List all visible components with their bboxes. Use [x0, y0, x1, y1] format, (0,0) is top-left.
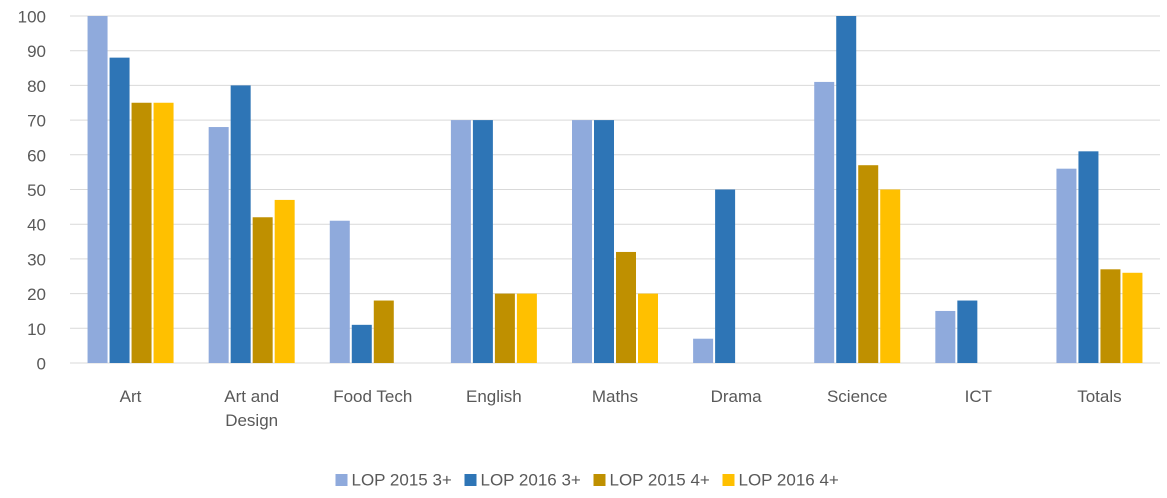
x-tick-label: English [465, 387, 522, 406]
bar [935, 310, 956, 363]
bar [1100, 269, 1121, 363]
bar [351, 324, 372, 363]
bar [814, 81, 835, 364]
y-tick-label: 30 [27, 250, 46, 269]
legend-swatch [335, 474, 348, 486]
bar [208, 127, 229, 363]
bar [450, 120, 471, 363]
legend-label: LOP 2016 3+ [481, 470, 581, 489]
x-tick-label: Food Tech [333, 387, 413, 406]
bar [616, 251, 636, 363]
bar [516, 293, 537, 363]
bar [153, 102, 174, 363]
bar [1122, 272, 1143, 363]
y-tick-label: 10 [27, 320, 46, 339]
legend-swatch [593, 474, 606, 486]
legend-swatch [464, 474, 477, 486]
bar [494, 293, 515, 363]
legend-label: LOP 2015 4+ [610, 470, 710, 489]
bar [131, 102, 152, 363]
bar [957, 300, 978, 363]
bar [880, 189, 901, 363]
bar [472, 120, 493, 363]
bar [230, 85, 251, 364]
bar [693, 338, 714, 363]
bar [594, 120, 614, 363]
bar [109, 57, 130, 363]
y-tick-label: 90 [27, 42, 46, 61]
x-tick-label: Totals [1077, 387, 1122, 406]
bar [572, 120, 592, 363]
legend-label: LOP 2016 4+ [739, 470, 839, 489]
bar [329, 220, 350, 363]
bar [836, 16, 857, 363]
bar [1078, 151, 1099, 363]
legend-swatch [722, 474, 735, 486]
x-tick-label: Science [826, 387, 888, 406]
legend-label: LOP 2015 3+ [352, 470, 452, 489]
y-tick-label: 40 [27, 216, 46, 235]
y-tick-label: 0 [37, 354, 46, 373]
y-tick-label: 60 [27, 146, 46, 165]
x-tick-label: ICT [964, 387, 993, 406]
bar [858, 165, 879, 363]
bar [1056, 168, 1077, 363]
x-tick-label: Art and Design [224, 387, 280, 430]
y-tick-label: 20 [27, 285, 46, 304]
y-tick-label: 100 [18, 7, 46, 26]
y-tick-label: 70 [27, 112, 46, 131]
x-tick-label: Art [119, 387, 142, 406]
bar [715, 189, 736, 363]
y-tick-label: 80 [27, 77, 46, 96]
y-tick-label: 50 [27, 181, 46, 200]
x-tick-label: Maths [591, 387, 639, 406]
bar [87, 16, 108, 363]
bar [373, 300, 394, 363]
bar [252, 217, 273, 363]
bar [638, 293, 658, 363]
x-tick-label: Drama [710, 387, 762, 406]
bar [274, 199, 295, 363]
